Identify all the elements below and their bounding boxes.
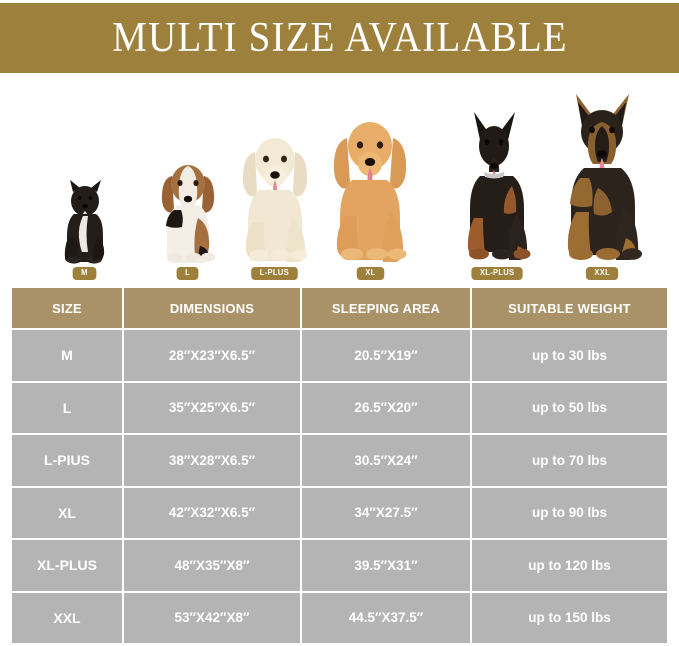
dog-sitting-icon <box>64 180 104 264</box>
dog-entry-xxl: XXL <box>545 92 660 280</box>
cell-suitable-weight: up to 50 lbs <box>470 382 667 433</box>
dog-entry-m: M <box>32 178 137 280</box>
cell-size: XXL <box>12 592 122 643</box>
table-header-row: SIZE DIMENSIONS SLEEPING AREA SUITABLE W… <box>12 288 667 328</box>
dog-sitting-icon <box>161 165 215 263</box>
table-row: L-PIUS 38″X28″X6.5″ 30.5″X24″ up to 70 l… <box>12 433 667 486</box>
table-row: XL 42″X32″X6.5″ 34″X27.5″ up to 90 lbs <box>12 485 667 538</box>
dog-sitting-icon <box>567 94 642 260</box>
table-row: XL-PLUS 48″X35″X8″ 39.5″X31″ up to 120 l… <box>12 538 667 591</box>
table-row: L 35″X25″X6.5″ 26.5″X20″ up to 50 lbs <box>12 380 667 433</box>
cell-dimensions: 48″X35″X8″ <box>122 540 300 591</box>
column-header-size: SIZE <box>12 288 122 328</box>
cell-suitable-weight: up to 120 lbs <box>470 540 667 591</box>
size-badge-xl: XL <box>356 267 384 280</box>
cell-suitable-weight: up to 90 lbs <box>470 487 667 538</box>
table-row: XXL 53″X42″X8″ 44.5″X37.5″ up to 150 lbs <box>12 590 667 643</box>
cell-dimensions: 28″X23″X6.5″ <box>122 330 300 381</box>
cell-dimensions: 53″X42″X8″ <box>122 592 300 643</box>
page-title: MULTI SIZE AVAILABLE <box>111 15 568 61</box>
header-banner: MULTI SIZE AVAILABLE <box>0 3 679 73</box>
cell-sleeping-area: 20.5″X19″ <box>300 330 470 381</box>
cell-sleeping-area: 30.5″X24″ <box>300 435 470 486</box>
size-badge-xl-plus: XL-PLUS <box>471 267 524 280</box>
size-comparison-table: SIZE DIMENSIONS SLEEPING AREA SUITABLE W… <box>12 288 667 643</box>
cell-suitable-weight: up to 70 lbs <box>470 435 667 486</box>
column-header-sleeping-area: SLEEPING AREA <box>300 288 470 328</box>
cell-size: L-PIUS <box>12 435 122 486</box>
column-header-suitable-weight: SUITABLE WEIGHT <box>470 288 667 328</box>
dog-size-gallery: M <box>0 76 679 280</box>
size-badge-l: L <box>176 267 199 280</box>
cell-sleeping-area: 39.5″X31″ <box>300 540 470 591</box>
dog-sitting-icon <box>467 112 530 260</box>
cell-suitable-weight: up to 150 lbs <box>470 592 667 643</box>
cell-size: XL-PLUS <box>12 540 122 591</box>
table-row: M 28″X23″X6.5″ 20.5″X19″ up to 30 lbs <box>12 328 667 381</box>
cell-size: L <box>12 382 122 433</box>
dog-entry-xl-plus: XL-PLUS <box>445 110 550 280</box>
dog-sitting-icon <box>242 138 307 262</box>
size-badge-l-plus: L-PLUS <box>251 267 298 280</box>
column-header-dimensions: DIMENSIONS <box>122 288 300 328</box>
cell-suitable-weight: up to 30 lbs <box>470 330 667 381</box>
dog-entry-l: L <box>135 154 240 280</box>
cell-size: XL <box>12 487 122 538</box>
cell-dimensions: 42″X32″X6.5″ <box>122 487 300 538</box>
cell-sleeping-area: 44.5″X37.5″ <box>300 592 470 643</box>
cell-dimensions: 38″X28″X6.5″ <box>122 435 300 486</box>
dog-entry-xl: XL <box>315 112 425 280</box>
cell-size: M <box>12 330 122 381</box>
size-badge-m: M <box>72 267 97 280</box>
dog-sitting-icon <box>333 122 407 262</box>
cell-sleeping-area: 26.5″X20″ <box>300 382 470 433</box>
cell-sleeping-area: 34″X27.5″ <box>300 487 470 538</box>
dog-entry-l-plus: L-PLUS <box>222 128 327 280</box>
cell-dimensions: 35″X25″X6.5″ <box>122 382 300 433</box>
size-badge-xxl: XXL <box>586 267 619 280</box>
